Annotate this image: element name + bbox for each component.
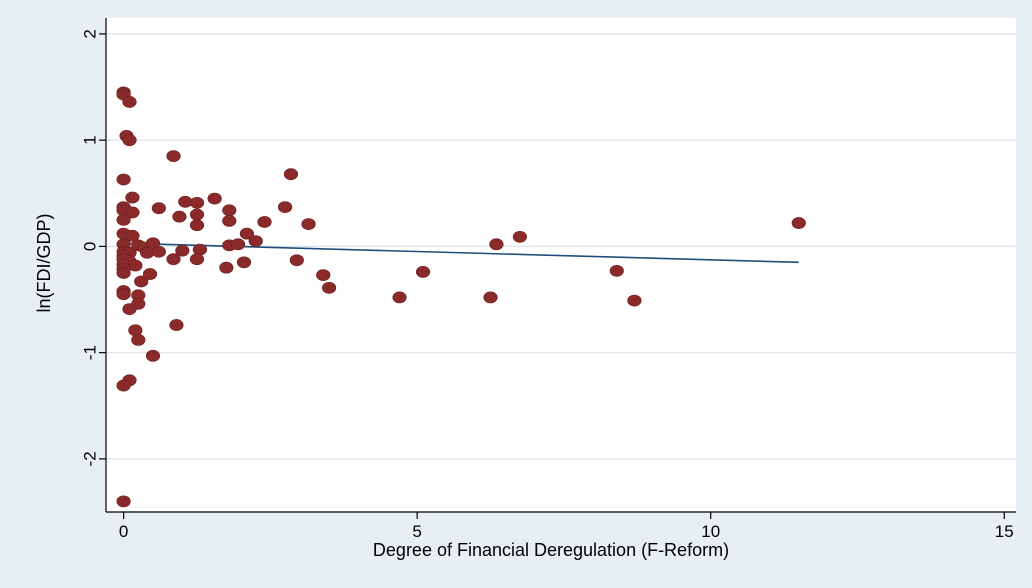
data-point-60 [236,256,252,269]
data-point-6 [125,191,140,204]
x-tick-label-2: 10 [701,522,720,541]
gridlines [106,33,1016,460]
data-point-36 [116,495,131,508]
data-point-46 [175,244,190,257]
data-point-64 [283,168,299,181]
y-tick-label-2: 0 [81,242,100,251]
data-point-69 [392,291,407,304]
data-point-9 [125,206,140,219]
data-points [116,86,806,508]
data-point-10 [116,213,131,226]
data-point-27 [116,288,131,301]
data-point-43 [166,253,181,266]
plot-area [106,18,1016,512]
data-point-4 [122,134,137,147]
data-point-42 [166,150,181,163]
data-point-49 [189,208,205,221]
data-point-74 [609,264,624,277]
data-point-68 [321,281,337,294]
data-point-76 [791,217,806,229]
y-tick-label-1: -1 [81,345,100,360]
data-point-5 [116,173,131,186]
data-point-71 [483,291,498,304]
data-point-41 [151,202,166,215]
y-axis-title: ln(FDI/GDP) [34,214,54,313]
data-point-39 [151,245,166,258]
data-point-73 [512,230,528,243]
data-point-67 [316,269,331,281]
data-point-35 [116,379,131,392]
data-point-53 [207,192,222,205]
y-tick-label-3: 1 [81,135,100,144]
data-point-72 [489,238,504,251]
data-point-62 [257,216,272,228]
data-point-54 [222,204,237,217]
data-point-2 [122,96,137,108]
data-point-75 [627,294,642,307]
y-tick-label-0: -2 [81,451,100,466]
data-point-33 [145,349,161,362]
data-point-30 [122,303,137,315]
data-point-12 [125,229,140,242]
x-tick-label-0: 0 [119,522,128,541]
data-point-52 [189,253,205,266]
data-point-61 [248,235,263,247]
data-point-65 [289,254,304,267]
data-point-59 [239,227,255,240]
data-point-32 [131,333,146,346]
data-point-70 [415,266,431,278]
data-point-57 [219,261,234,274]
data-point-44 [172,210,187,223]
data-point-25 [134,275,149,288]
data-point-40 [142,268,158,280]
data-point-50 [189,219,205,232]
y-tick-label-4: 2 [81,29,100,38]
data-point-63 [277,201,293,214]
data-point-24 [116,267,131,279]
x-axis-title: Degree of Financial Deregulation (F-Refo… [373,540,729,560]
data-point-48 [189,196,205,209]
axes: -2 -1 0 1 2 0 5 10 15 [81,18,1016,541]
data-point-66 [301,218,316,230]
x-tick-label-1: 5 [412,522,421,541]
data-point-47 [169,319,184,331]
data-point-55 [222,215,237,227]
x-tick-label-3: 15 [995,522,1014,541]
data-point-58 [230,238,246,251]
